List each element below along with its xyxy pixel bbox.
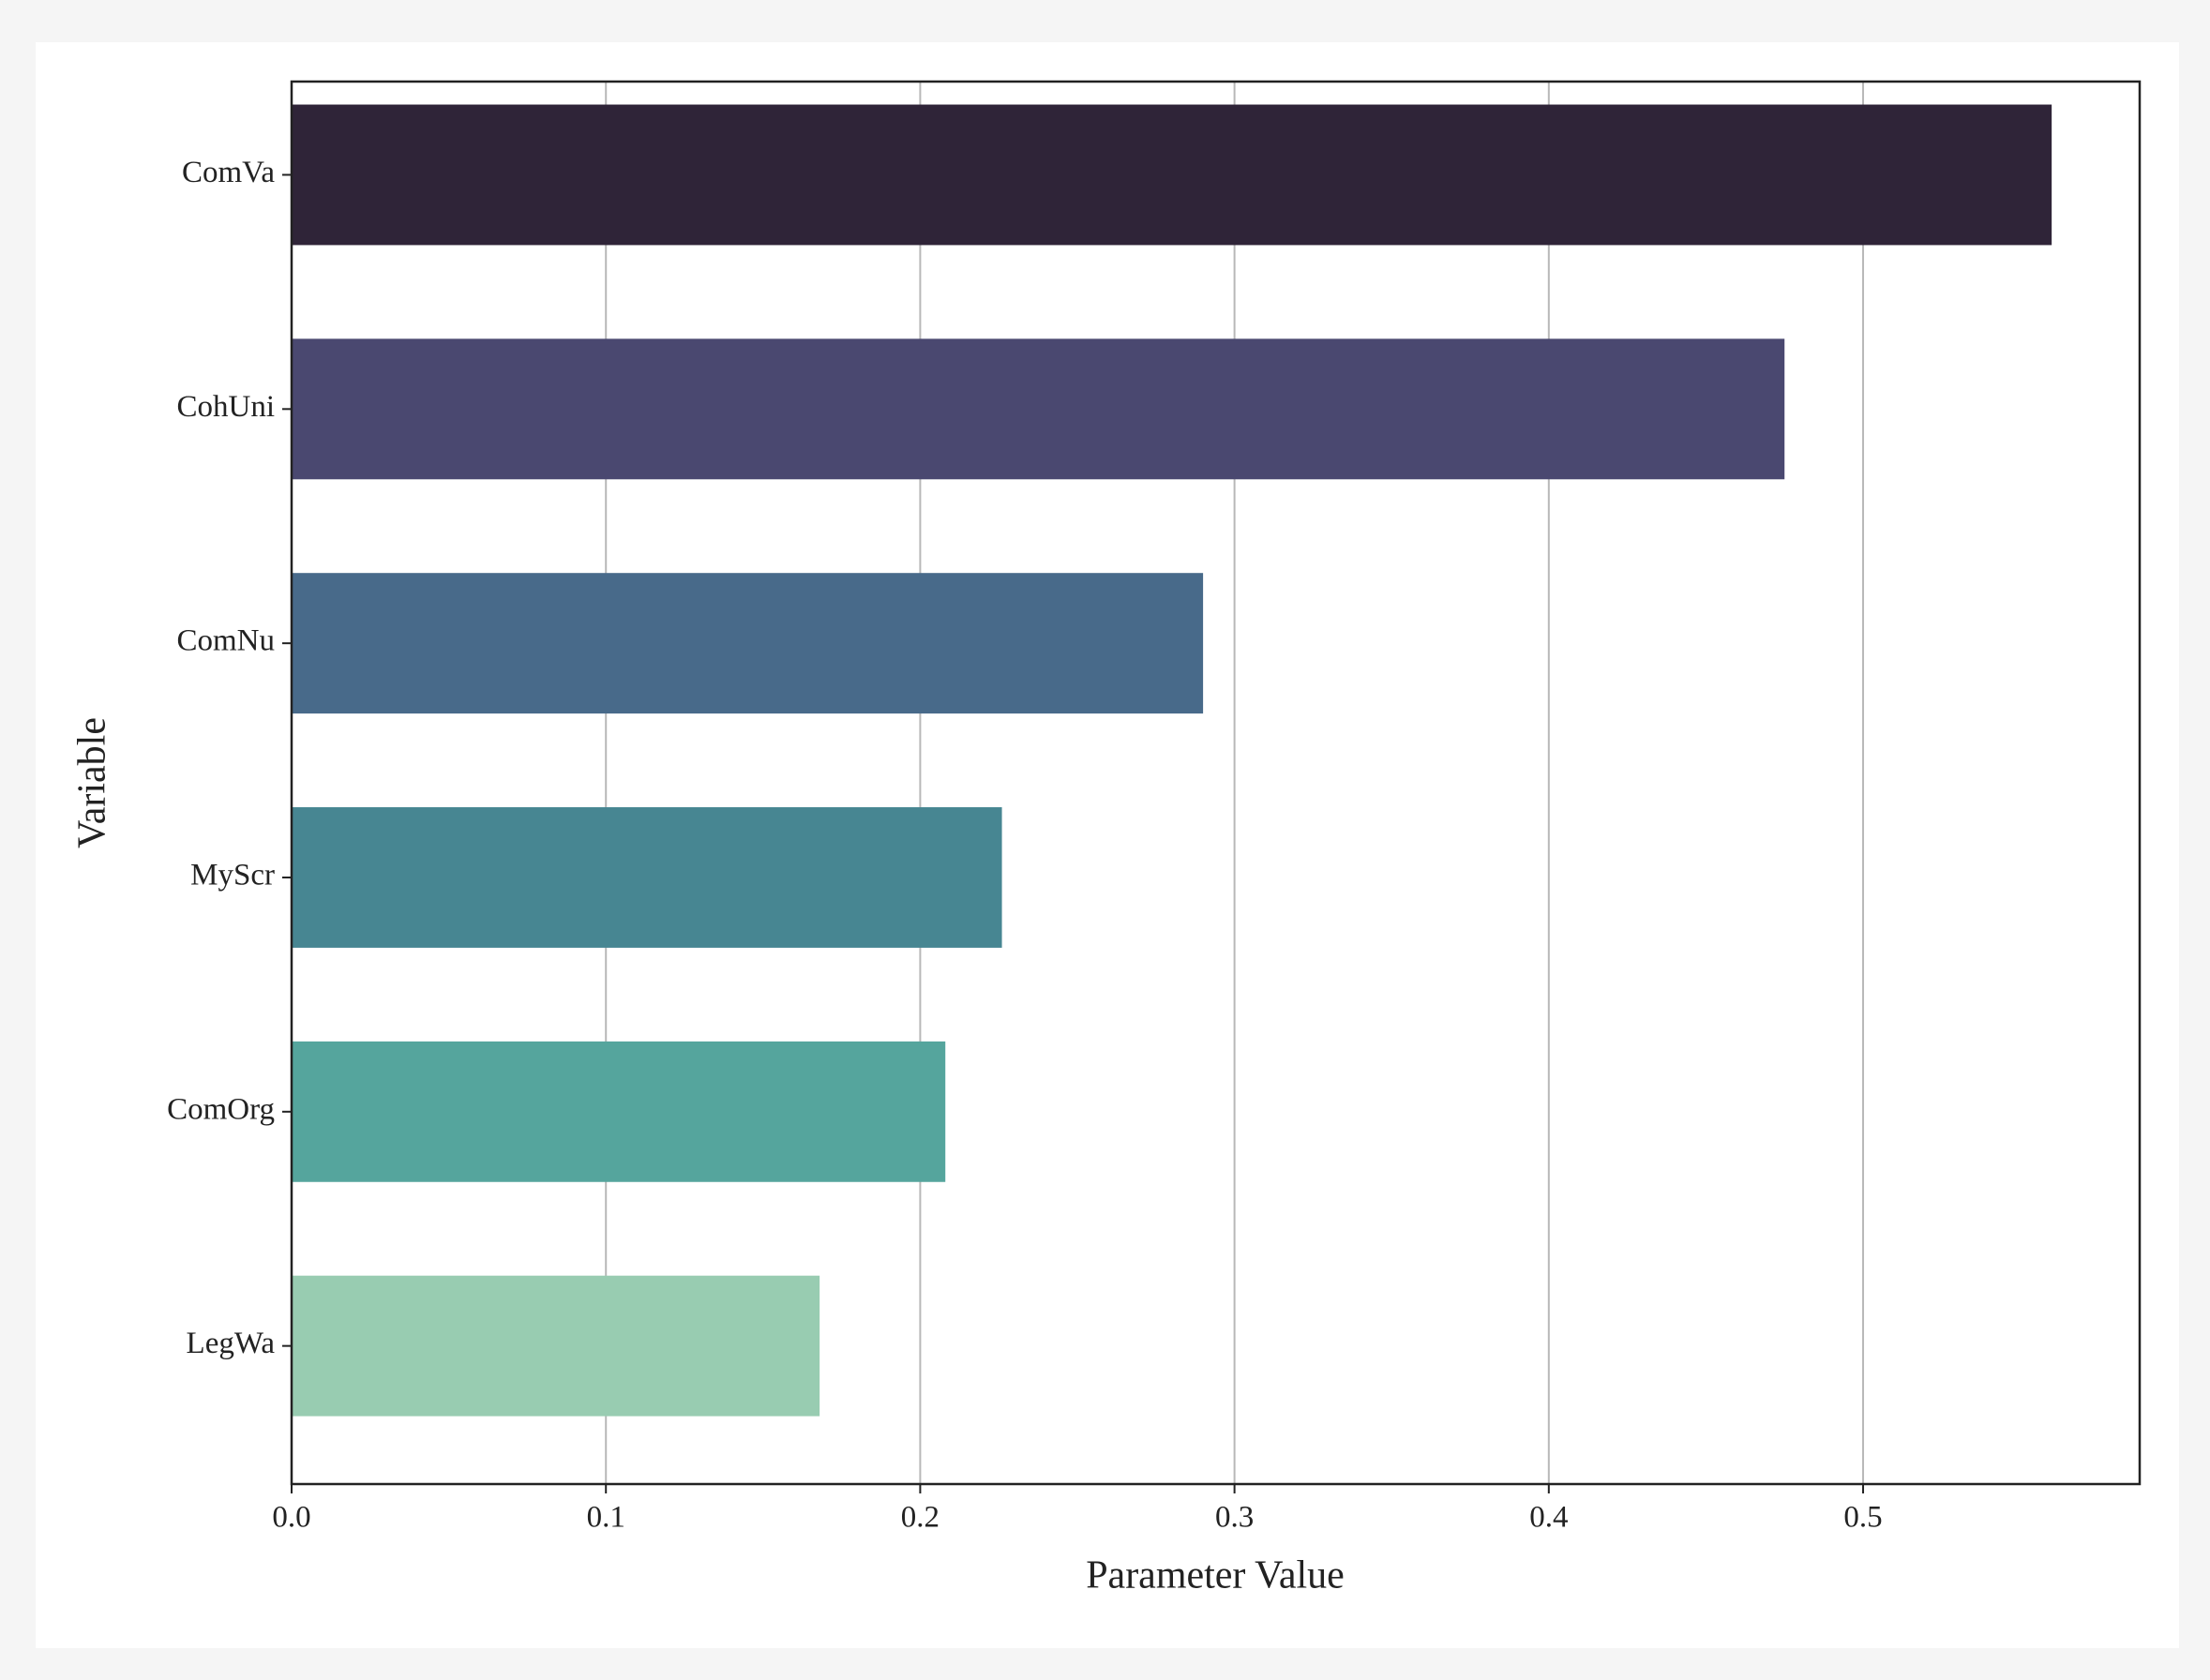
y-tick-label: ComVa: [182, 156, 275, 189]
x-tick-label: 0.1: [587, 1501, 625, 1535]
bar: [292, 104, 2052, 246]
bar: [292, 1041, 946, 1182]
x-tick-label: 0.2: [901, 1501, 940, 1535]
y-tick-label: MyScr: [190, 859, 275, 892]
plot-frame: [290, 80, 2142, 1486]
y-tick-label: CohUni: [176, 390, 275, 424]
x-tick-label: 0.5: [1843, 1501, 1882, 1535]
x-axis-label: Parameter Value: [1086, 1554, 1345, 1598]
y-axis-label: Variable: [71, 717, 114, 848]
y-tick-label: LegWa: [187, 1327, 276, 1360]
y-tick-label: ComOrg: [167, 1092, 275, 1126]
bar: [292, 807, 1002, 948]
bar: [292, 1275, 820, 1417]
bar: [292, 338, 1785, 480]
y-tick-label: ComNu: [176, 624, 275, 658]
bar: [292, 573, 1204, 714]
x-tick-label: 0.4: [1529, 1501, 1568, 1535]
x-tick-label: 0.3: [1215, 1501, 1254, 1535]
x-tick-label: 0.0: [272, 1501, 310, 1535]
